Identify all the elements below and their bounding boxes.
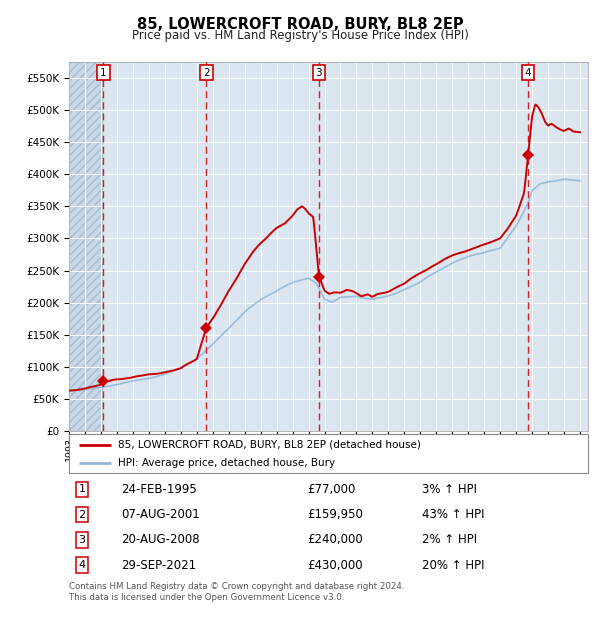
Bar xyxy=(69,62,103,431)
Text: 2: 2 xyxy=(79,510,86,520)
Text: 24-FEB-1995: 24-FEB-1995 xyxy=(121,483,197,496)
Text: 4: 4 xyxy=(525,68,532,78)
Text: £430,000: £430,000 xyxy=(308,559,364,572)
Text: Contains HM Land Registry data © Crown copyright and database right 2024.
This d: Contains HM Land Registry data © Crown c… xyxy=(69,582,404,603)
Text: 20% ↑ HPI: 20% ↑ HPI xyxy=(422,559,484,572)
Text: £240,000: £240,000 xyxy=(308,533,364,546)
Text: 3% ↑ HPI: 3% ↑ HPI xyxy=(422,483,477,496)
Text: 1: 1 xyxy=(79,484,85,494)
Text: 85, LOWERCROFT ROAD, BURY, BL8 2EP: 85, LOWERCROFT ROAD, BURY, BL8 2EP xyxy=(137,17,463,32)
Text: HPI: Average price, detached house, Bury: HPI: Average price, detached house, Bury xyxy=(118,458,335,467)
Text: 1: 1 xyxy=(100,68,107,78)
Text: 07-AUG-2001: 07-AUG-2001 xyxy=(121,508,200,521)
Text: 43% ↑ HPI: 43% ↑ HPI xyxy=(422,508,484,521)
Text: Price paid vs. HM Land Registry's House Price Index (HPI): Price paid vs. HM Land Registry's House … xyxy=(131,30,469,42)
Text: 29-SEP-2021: 29-SEP-2021 xyxy=(121,559,196,572)
Text: £77,000: £77,000 xyxy=(308,483,356,496)
Bar xyxy=(69,62,103,431)
Text: £159,950: £159,950 xyxy=(308,508,364,521)
Text: 3: 3 xyxy=(79,535,85,545)
Text: 85, LOWERCROFT ROAD, BURY, BL8 2EP (detached house): 85, LOWERCROFT ROAD, BURY, BL8 2EP (deta… xyxy=(118,440,421,450)
Text: 2: 2 xyxy=(203,68,209,78)
Text: 3: 3 xyxy=(316,68,322,78)
Text: 2% ↑ HPI: 2% ↑ HPI xyxy=(422,533,477,546)
Text: 4: 4 xyxy=(79,560,86,570)
FancyBboxPatch shape xyxy=(69,434,588,473)
Text: 20-AUG-2008: 20-AUG-2008 xyxy=(121,533,200,546)
